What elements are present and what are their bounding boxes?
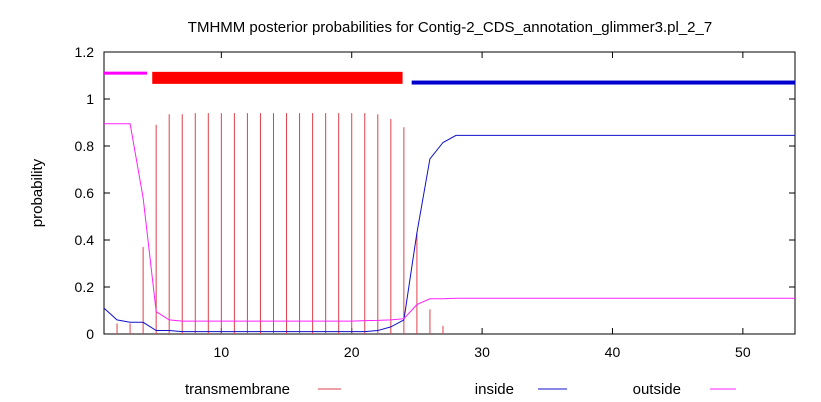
topology-bar-transmembrane: [152, 71, 403, 84]
topology-bar-outside: [104, 71, 148, 75]
plot-area: 0 0.2 0.4 0.6 0.8 1 1.2 10 20 30 40 50: [75, 44, 796, 360]
y-tick-label: 0.6: [75, 185, 95, 201]
y-tick-label: 0.4: [75, 232, 95, 248]
line-outside: [104, 123, 795, 322]
y-tick-label: 1: [86, 91, 94, 107]
topology-bar-inside: [411, 80, 795, 85]
chart-title: TMHMM posterior probabilities for Contig…: [188, 19, 712, 36]
line-inside: [103, 134, 795, 333]
y-tick-label: 0.8: [75, 138, 95, 154]
legend-label-transmembrane: transmembrane: [185, 381, 290, 398]
y-tick-label: 0: [86, 326, 94, 342]
legend-label-outside: outside: [633, 381, 681, 398]
x-tick-label: 20: [344, 344, 360, 360]
x-tick-label: 30: [474, 344, 490, 360]
series-outside: [104, 123, 795, 322]
series-transmembrane: [116, 113, 444, 334]
plot-frame: [103, 51, 796, 335]
legend: transmembrane inside outside: [185, 381, 736, 398]
y-tick-label: 1.2: [75, 44, 95, 60]
x-tick-label: 40: [605, 344, 621, 360]
legend-label-inside: inside: [475, 381, 514, 398]
x-tick-label: 10: [214, 344, 230, 360]
series-inside: [103, 134, 795, 333]
x-tick-label: 50: [735, 344, 751, 360]
y-axis-label: probability: [29, 158, 46, 227]
y-tick-label: 0.2: [75, 279, 95, 295]
